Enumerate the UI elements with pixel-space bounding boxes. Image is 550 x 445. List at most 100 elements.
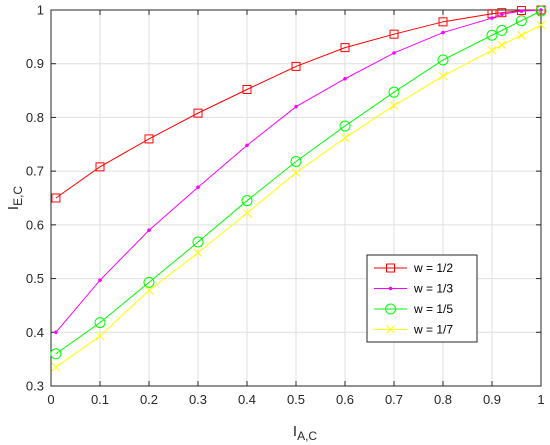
data-point: [294, 104, 298, 109]
data-point: [193, 248, 203, 258]
x-tick-label: 0.1: [91, 392, 109, 407]
data-point: [388, 86, 400, 98]
data-point: [144, 286, 154, 295]
cross-stroke: [536, 20, 546, 30]
x-tick-label: 0.2: [140, 392, 158, 407]
data-point: [389, 101, 399, 110]
cross-stroke: [487, 45, 497, 55]
series-1: [51, 5, 546, 203]
data-point: [496, 24, 508, 36]
data-point: [245, 143, 249, 148]
x-tick-label: 0.6: [336, 392, 354, 407]
cross-stroke: [193, 248, 203, 258]
x-tick-label: 0.7: [385, 392, 403, 407]
data-point: [95, 331, 105, 341]
data-point: [94, 317, 106, 329]
data-point: [193, 108, 203, 118]
x-axis-label: IA,C: [293, 423, 318, 443]
legend-swatch-marker: [386, 325, 395, 334]
data-point: [389, 29, 399, 39]
data-point: [515, 15, 527, 27]
cross-stroke: [51, 362, 61, 372]
data-point: [497, 40, 507, 50]
cross-stroke: [95, 331, 105, 341]
data-point: [242, 208, 252, 218]
data-point: [437, 54, 449, 66]
data-point: [490, 16, 494, 20]
series-line: [55, 10, 542, 355]
y-axis-label-main: I: [5, 206, 22, 210]
x-axis-label-sub: A,C: [297, 429, 317, 443]
data-point: [95, 162, 105, 172]
legend-box: [366, 254, 478, 343]
data-point: [242, 84, 252, 94]
data-point: [143, 276, 155, 288]
data-point: [535, 5, 547, 17]
legend-item-4: w = 1/7: [374, 323, 453, 337]
y-tick-label: 1: [37, 3, 44, 18]
legend-label: w = 1/3: [413, 282, 453, 296]
x-tick-label: 0.3: [189, 392, 207, 407]
data-point: [486, 29, 498, 41]
x-axis-label-main: I: [293, 423, 297, 440]
y-tick-label: 0.9: [26, 56, 44, 71]
series-3: [50, 5, 547, 360]
legend-label: w = 1/5: [413, 302, 453, 316]
data-point: [343, 76, 347, 81]
y-tick-label: 0.3: [26, 379, 44, 394]
data-point: [290, 155, 302, 167]
data-point: [340, 133, 350, 143]
data-point: [487, 45, 497, 55]
cross-stroke: [497, 40, 507, 50]
legend-swatch-marker: [385, 303, 396, 315]
cross-stroke: [517, 30, 526, 40]
legend-item-1: w = 1/2: [374, 261, 453, 275]
legend-item-3: w = 1/5: [374, 302, 453, 316]
cross-stroke: [144, 286, 154, 295]
y-tick-label: 0.7: [26, 164, 44, 179]
x-tick-label: 0.4: [238, 392, 256, 407]
x-tick-label: 0.9: [483, 392, 501, 407]
data-point: [241, 195, 253, 207]
data-point: [147, 228, 151, 233]
data-point: [499, 12, 504, 17]
cross-stroke: [438, 71, 448, 81]
y-tick-label: 0.4: [26, 325, 44, 340]
cross-stroke: [386, 325, 395, 334]
data-point: [339, 120, 351, 132]
x-tick-label: 1: [537, 392, 544, 407]
data-point: [392, 51, 396, 55]
legend-item-2: w = 1/3: [374, 282, 453, 296]
data-point: [291, 61, 301, 71]
data-point: [497, 8, 507, 18]
y-tick-label: 0.8: [26, 110, 44, 125]
cross-stroke: [291, 168, 301, 178]
data-point: [51, 193, 61, 203]
data-point: [438, 71, 448, 81]
data-point: [50, 348, 62, 360]
data-point: [291, 168, 301, 178]
cross-stroke: [389, 101, 399, 110]
cross-stroke: [242, 208, 252, 218]
series-2: [54, 8, 543, 335]
series-4: [51, 20, 546, 372]
data-point: [517, 30, 526, 40]
data-point: [192, 236, 204, 248]
data-point: [519, 9, 524, 13]
data-point: [438, 17, 448, 27]
y-tick-label: 0.6: [26, 217, 44, 232]
y-tick-label: 0.5: [26, 271, 44, 286]
cross-stroke: [340, 133, 350, 143]
y-axis-label-sub: E,C: [11, 186, 25, 206]
legend-swatch-marker: [388, 286, 393, 291]
data-point: [340, 43, 350, 53]
data-point: [98, 278, 102, 283]
data-point: [51, 362, 61, 372]
data-point: [54, 330, 58, 335]
legend-label: w = 1/2: [413, 261, 453, 275]
y-axis-label: IE,C: [5, 186, 25, 211]
x-tick-label: 0: [47, 392, 54, 407]
data-point: [441, 30, 445, 35]
data-point: [536, 20, 546, 30]
